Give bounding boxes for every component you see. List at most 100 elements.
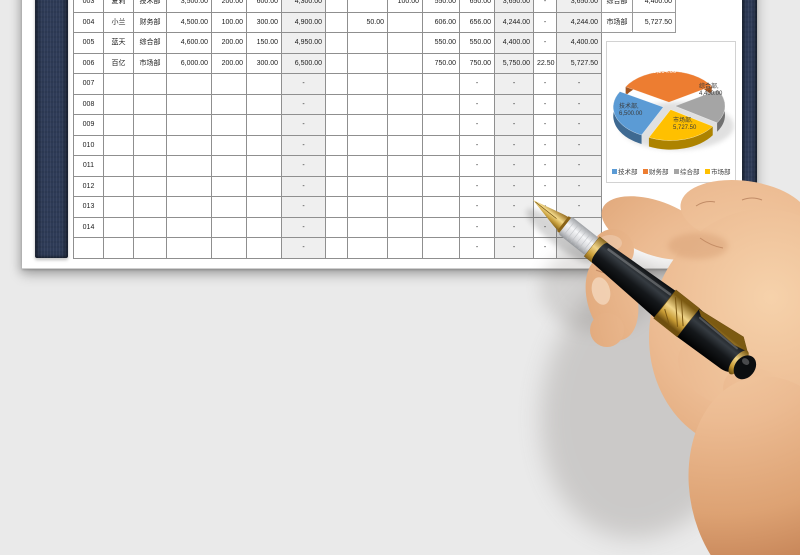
table-cell[interactable] (348, 53, 388, 74)
table-cell[interactable] (134, 135, 167, 156)
table-cell[interactable] (348, 115, 388, 136)
table-cell[interactable] (388, 94, 423, 115)
table-cell[interactable] (423, 94, 460, 115)
table-cell[interactable] (134, 217, 167, 238)
table-cell[interactable] (247, 115, 282, 136)
table-cell[interactable] (423, 217, 460, 238)
table-cell[interactable]: - (557, 135, 602, 156)
legend-item[interactable]: 市场部 (704, 166, 731, 176)
table-cell[interactable]: - (460, 238, 495, 259)
table-cell[interactable] (326, 176, 348, 197)
legend-item[interactable]: 综合部 (673, 166, 700, 176)
table-cell[interactable] (247, 238, 282, 259)
table-cell[interactable]: 606.00 (423, 12, 460, 33)
table-cell[interactable]: 市场部 (134, 53, 167, 74)
table-cell[interactable]: - (557, 197, 602, 218)
dept-summary-value[interactable]: 5,727.50 (633, 12, 676, 33)
table-cell[interactable]: 小兰 (104, 12, 134, 33)
table-cell[interactable]: 3,500.00 (167, 0, 212, 13)
table-cell[interactable]: - (495, 176, 534, 197)
table-cell[interactable] (212, 238, 247, 259)
table-cell[interactable]: - (460, 115, 495, 136)
table-cell[interactable] (104, 156, 134, 177)
table-cell[interactable] (134, 238, 167, 259)
table-cell[interactable]: 百亿 (104, 53, 134, 74)
table-cell[interactable] (212, 94, 247, 115)
table-cell[interactable]: - (534, 0, 557, 13)
table-cell[interactable] (326, 135, 348, 156)
pie-slice-技术部[interactable] (613, 91, 664, 136)
table-cell[interactable]: 750.00 (460, 53, 495, 74)
table-cell[interactable]: - (495, 94, 534, 115)
table-cell[interactable]: - (282, 217, 326, 238)
dept-summary-name[interactable]: 市场部 (602, 12, 633, 33)
table-cell[interactable]: 50.00 (348, 12, 388, 33)
table-cell[interactable] (167, 74, 212, 95)
table-cell[interactable] (247, 217, 282, 238)
table-cell[interactable]: 600.00 (247, 0, 282, 13)
table-cell[interactable]: 4,600.00 (167, 33, 212, 54)
table-cell[interactable]: 蓝天 (104, 33, 134, 54)
pie-slice-市场部[interactable] (648, 109, 714, 141)
table-cell[interactable] (212, 217, 247, 238)
table-cell[interactable] (388, 74, 423, 95)
pie-slice-财务部[interactable] (625, 71, 713, 103)
table-cell[interactable]: - (557, 176, 602, 197)
table-cell[interactable]: 003 (74, 0, 104, 13)
table-cell[interactable]: - (534, 238, 557, 259)
table-cell[interactable]: - (282, 74, 326, 95)
table-cell[interactable] (348, 33, 388, 54)
table-cell[interactable] (104, 217, 134, 238)
table-cell[interactable]: - (534, 33, 557, 54)
table-cell[interactable] (134, 94, 167, 115)
table-cell[interactable] (348, 74, 388, 95)
table-cell[interactable] (167, 115, 212, 136)
table-cell[interactable]: 财务部 (134, 12, 167, 33)
table-cell[interactable] (348, 94, 388, 115)
table-cell[interactable] (326, 197, 348, 218)
table-cell[interactable]: - (534, 135, 557, 156)
table-cell[interactable]: 100.00 (212, 12, 247, 33)
table-cell[interactable]: - (282, 94, 326, 115)
legend-item[interactable]: 财务部 (642, 166, 669, 176)
table-cell[interactable] (104, 94, 134, 115)
table-cell[interactable]: 150.00 (247, 33, 282, 54)
table-cell[interactable] (326, 156, 348, 177)
table-cell[interactable] (167, 176, 212, 197)
table-cell[interactable]: 技术部 (134, 0, 167, 13)
pie-slice-综合部[interactable] (674, 89, 726, 124)
table-cell[interactable] (348, 0, 388, 13)
table-cell[interactable] (423, 156, 460, 177)
table-cell[interactable] (348, 176, 388, 197)
table-cell[interactable]: - (282, 197, 326, 218)
table-cell[interactable] (134, 115, 167, 136)
table-cell[interactable] (348, 217, 388, 238)
table-cell[interactable]: - (282, 115, 326, 136)
dept-summary-name[interactable]: 综合部 (602, 0, 633, 13)
table-cell[interactable] (134, 197, 167, 218)
table-cell[interactable] (167, 156, 212, 177)
table-cell[interactable]: 4,300.00 (282, 0, 326, 13)
table-cell[interactable] (388, 53, 423, 74)
table-cell[interactable]: 200.00 (212, 0, 247, 13)
table-cell[interactable] (247, 156, 282, 177)
table-cell[interactable] (247, 135, 282, 156)
table-cell[interactable] (104, 238, 134, 259)
table-cell[interactable] (326, 238, 348, 259)
table-cell[interactable]: 006 (74, 53, 104, 74)
table-cell[interactable] (326, 0, 348, 13)
table-cell[interactable]: - (282, 156, 326, 177)
table-cell[interactable]: 3,650.00 (557, 0, 602, 13)
table-cell[interactable]: - (495, 197, 534, 218)
table-cell[interactable]: - (495, 74, 534, 95)
table-cell[interactable]: - (534, 74, 557, 95)
table-cell[interactable] (423, 135, 460, 156)
table-cell[interactable]: 005 (74, 33, 104, 54)
table-cell[interactable] (247, 176, 282, 197)
table-cell[interactable] (134, 176, 167, 197)
table-cell[interactable]: - (495, 238, 534, 259)
table-cell[interactable] (134, 156, 167, 177)
table-cell[interactable]: 5,750.00 (495, 53, 534, 74)
table-cell[interactable]: 200.00 (212, 33, 247, 54)
table-cell[interactable] (167, 135, 212, 156)
